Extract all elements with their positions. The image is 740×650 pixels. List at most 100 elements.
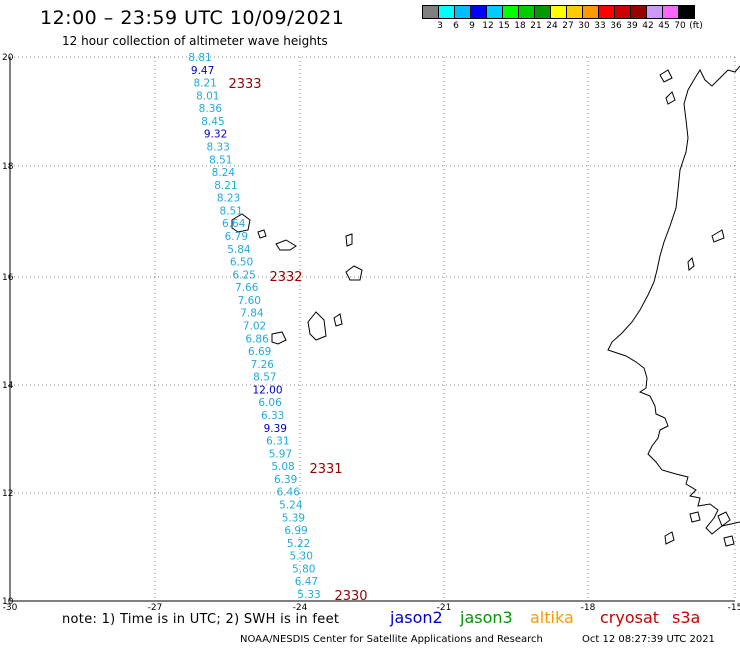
swh-value-label: 5.97 — [269, 448, 292, 460]
swh-value-label: 5.80 — [292, 563, 315, 575]
lon-label: -24 — [293, 603, 308, 613]
island-santiago — [307, 311, 327, 341]
scale-swatch — [678, 5, 695, 19]
swh-value-label: 6.86 — [245, 333, 269, 345]
swh-value-label: 8.21 — [214, 180, 237, 192]
swh-value-label: 6.47 — [295, 576, 318, 588]
scale-swatch — [502, 5, 519, 19]
swh-value-label: 5.30 — [290, 551, 313, 563]
scale-label: 39 — [626, 21, 638, 31]
island-sao-nicolau — [275, 239, 297, 251]
scale-label: 12 — [482, 21, 494, 31]
scale-swatch — [454, 5, 471, 19]
lon-label: -18 — [581, 603, 596, 613]
swh-value-label: 8.51 — [219, 205, 242, 217]
coastal-island-8 — [723, 535, 735, 547]
swh-value-label: 9.39 — [264, 423, 287, 435]
swh-value-label: 8.45 — [201, 116, 224, 128]
scale-swatch — [550, 5, 567, 19]
island-santo-antao — [231, 213, 251, 233]
coastal-island-1 — [659, 69, 673, 83]
swh-value-label: 7.02 — [243, 321, 266, 333]
swh-value-label: 9.47 — [191, 65, 214, 77]
lon-label: -15 — [728, 603, 740, 613]
island-sao-vicente — [257, 229, 267, 239]
scale-label: 70 — [674, 21, 686, 31]
legend-jason2: jason2 — [390, 608, 443, 627]
scale-label: 3 — [437, 21, 443, 31]
swh-value-label: 6.39 — [274, 474, 297, 486]
scale-label: 42 — [642, 21, 654, 31]
island-maio — [333, 313, 343, 327]
swh-value-label: 6.06 — [258, 397, 282, 409]
lat-label: 10 — [2, 597, 14, 607]
lat-label: 16 — [2, 273, 14, 283]
scale-label: 30 — [578, 21, 590, 31]
map-subtitle: 12 hour collection of altimeter wave hei… — [62, 34, 328, 48]
swh-value-label: 6.46 — [277, 487, 301, 499]
orbit-rev-label: 2330 — [334, 589, 367, 604]
swh-value-label: 6.99 — [284, 525, 307, 537]
color-scale-labels: 3 6 9 12 15 18 21 24 27 30 33 36 39 42 45 70 (ft) — [420, 21, 740, 33]
swh-value-label: 5.84 — [227, 244, 251, 256]
lat-label: 18 — [2, 162, 14, 172]
swh-value-label: 5.39 — [282, 512, 305, 524]
swh-value-label: 6.69 — [248, 346, 271, 358]
lat-lon-grid — [9, 56, 736, 602]
lat-label: 14 — [2, 381, 14, 391]
scale-label: 24 — [546, 21, 558, 31]
swh-value-label: 8.23 — [217, 193, 240, 205]
legend-cryosat: cryosat — [600, 608, 660, 627]
coastline — [231, 65, 740, 547]
scale-label: 45 — [658, 21, 670, 31]
footer-note: note: 1) Time is in UTC; 2) SWH is in fe… — [62, 612, 340, 627]
orbit-rev-label: 2331 — [309, 462, 342, 477]
scale-swatch — [646, 5, 663, 19]
scale-label: 9 — [469, 21, 475, 31]
swh-value-label: 8.01 — [196, 90, 219, 102]
swh-value-label: 5.22 — [287, 538, 310, 550]
island-sal — [345, 233, 353, 247]
lat-label: 20 — [2, 53, 14, 63]
coastal-island-2 — [665, 91, 676, 105]
lon-label: -21 — [437, 603, 452, 613]
axis-labels: 20 18 16 14 12 10-30 -27 -24 -21 -18 -15 — [2, 53, 740, 613]
scale-swatch — [582, 5, 599, 19]
coastal-island-7 — [717, 511, 731, 527]
scale-label: 18 — [514, 21, 526, 31]
wave-height-track: 8.819.478.218.018.368.459.328.338.518.24… — [188, 52, 320, 601]
legend-altika: altika — [530, 608, 574, 627]
swh-value-label: 8.57 — [253, 372, 276, 384]
scale-swatch — [598, 5, 615, 19]
swh-value-label: 8.21 — [193, 78, 216, 90]
coastal-island-3 — [711, 229, 725, 243]
swh-value-label: 6.79 — [225, 231, 248, 243]
orbit-rev-label: 2333 — [228, 77, 261, 92]
scale-swatch — [614, 5, 631, 19]
swh-value-label: 7.26 — [251, 359, 275, 371]
coastal-island-6 — [689, 511, 701, 523]
swh-value-label: 9.32 — [204, 129, 227, 141]
swh-value-label: 7.84 — [240, 308, 264, 320]
lon-label: -27 — [148, 603, 163, 613]
swh-value-label: 6.25 — [232, 269, 255, 281]
coastal-island-5 — [664, 531, 675, 545]
map-title: 12:00 – 23:59 UTC 10/09/2021 — [40, 7, 345, 29]
scale-swatch — [470, 5, 487, 19]
legend-s3a: s3a — [672, 608, 701, 627]
legend-jason3: jason3 — [460, 608, 513, 627]
swh-value-label: 8.51 — [209, 154, 232, 166]
swh-value-label: 5.08 — [271, 461, 294, 473]
scale-label: 21 — [530, 21, 542, 31]
footer-credit: NOAA/NESDIS Center for Satellite Applica… — [240, 634, 543, 645]
lat-label: 12 — [2, 489, 13, 499]
scale-label: 27 — [562, 21, 574, 31]
orbit-revolution-labels: 2333 2332 2331 2330 — [228, 77, 367, 604]
island-fogo — [271, 331, 287, 345]
scale-label: 15 — [498, 21, 510, 31]
africa-coastline — [607, 65, 740, 535]
scale-label: 33 — [594, 21, 606, 31]
swh-value-label: 5.24 — [279, 500, 303, 512]
swh-value-label: 6.31 — [266, 436, 289, 448]
scale-swatch — [486, 5, 503, 19]
